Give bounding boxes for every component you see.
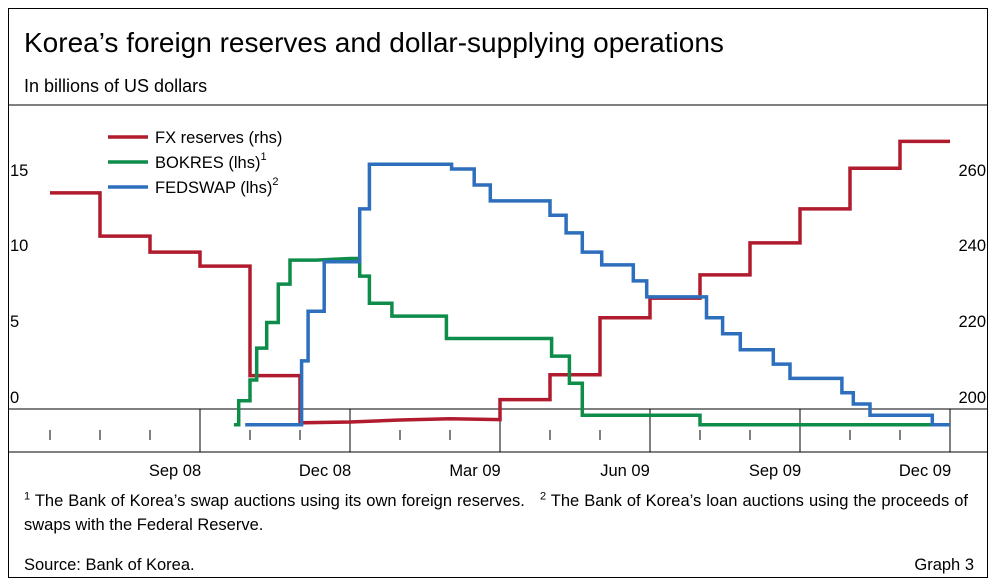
legend-label-bokres: BOKRES (lhs)1 xyxy=(155,151,267,172)
source-note: Source: Bank of Korea. xyxy=(24,556,195,574)
y-left-tick-label: 5 xyxy=(10,313,19,331)
footnotes: 1 The Bank of Korea’s swap auctions usin… xyxy=(24,489,968,537)
legend-label-fx-reserves: FX reserves (rhs) xyxy=(155,129,282,147)
series-line-fx-reserves xyxy=(50,139,950,425)
y-right-tick-label: 200 xyxy=(958,389,986,407)
legend-sup-bokres: 1 xyxy=(260,151,266,163)
footnote-1-text: The Bank of Korea’s swap auctions using … xyxy=(30,492,525,510)
y-right-tick-label: 260 xyxy=(958,162,986,180)
x-tick-label: Dec 08 xyxy=(299,462,351,480)
footnote-1-marker: 1 xyxy=(24,490,31,503)
x-tick-label: Mar 09 xyxy=(449,462,500,480)
x-tick-label: Sep 09 xyxy=(749,462,801,480)
legend-label-bokres-text: BOKRES (lhs) xyxy=(155,154,260,172)
y-left-labels: 0 5 10 15 xyxy=(10,162,28,407)
footnote-2-marker: 2 xyxy=(539,490,547,503)
series-lines xyxy=(50,139,950,427)
y-left-tick-label: 0 xyxy=(10,389,19,407)
y-right-tick-label: 220 xyxy=(958,313,986,331)
chart-title: Korea’s foreign reserves and dollar-supp… xyxy=(24,27,724,58)
y-left-tick-label: 10 xyxy=(10,237,28,255)
y-right-tick-label: 240 xyxy=(958,237,986,255)
legend-label-fedswap-text: FEDSWAP (lhs) xyxy=(155,179,272,197)
y-left-tick-label: 15 xyxy=(10,162,28,180)
x-axis-labels: Sep 08 Dec 08 Mar 09 Jun 09 Sep 09 Dec 0… xyxy=(149,462,951,480)
legend: FX reserves (rhs) BOKRES (lhs)1 FEDSWAP … xyxy=(108,129,282,197)
y-right-labels: 200 220 240 260 xyxy=(958,162,986,407)
chart-frame xyxy=(8,8,988,578)
footnote-2-text: The Bank of Korea’s loan auctions using … xyxy=(24,492,968,534)
x-tick-label: Dec 09 xyxy=(899,462,951,480)
x-axis-ticks xyxy=(49,409,951,452)
series-line-bokres xyxy=(233,256,950,427)
x-tick-label: Sep 08 xyxy=(149,462,201,480)
series-line-fedswap xyxy=(245,162,950,427)
x-tick-label: Jun 09 xyxy=(600,462,650,480)
legend-sup-fedswap: 2 xyxy=(272,176,278,188)
chart-subtitle: In billions of US dollars xyxy=(24,76,208,96)
graph-number: Graph 3 xyxy=(914,556,974,574)
legend-label-fedswap: FEDSWAP (lhs)2 xyxy=(155,176,278,197)
